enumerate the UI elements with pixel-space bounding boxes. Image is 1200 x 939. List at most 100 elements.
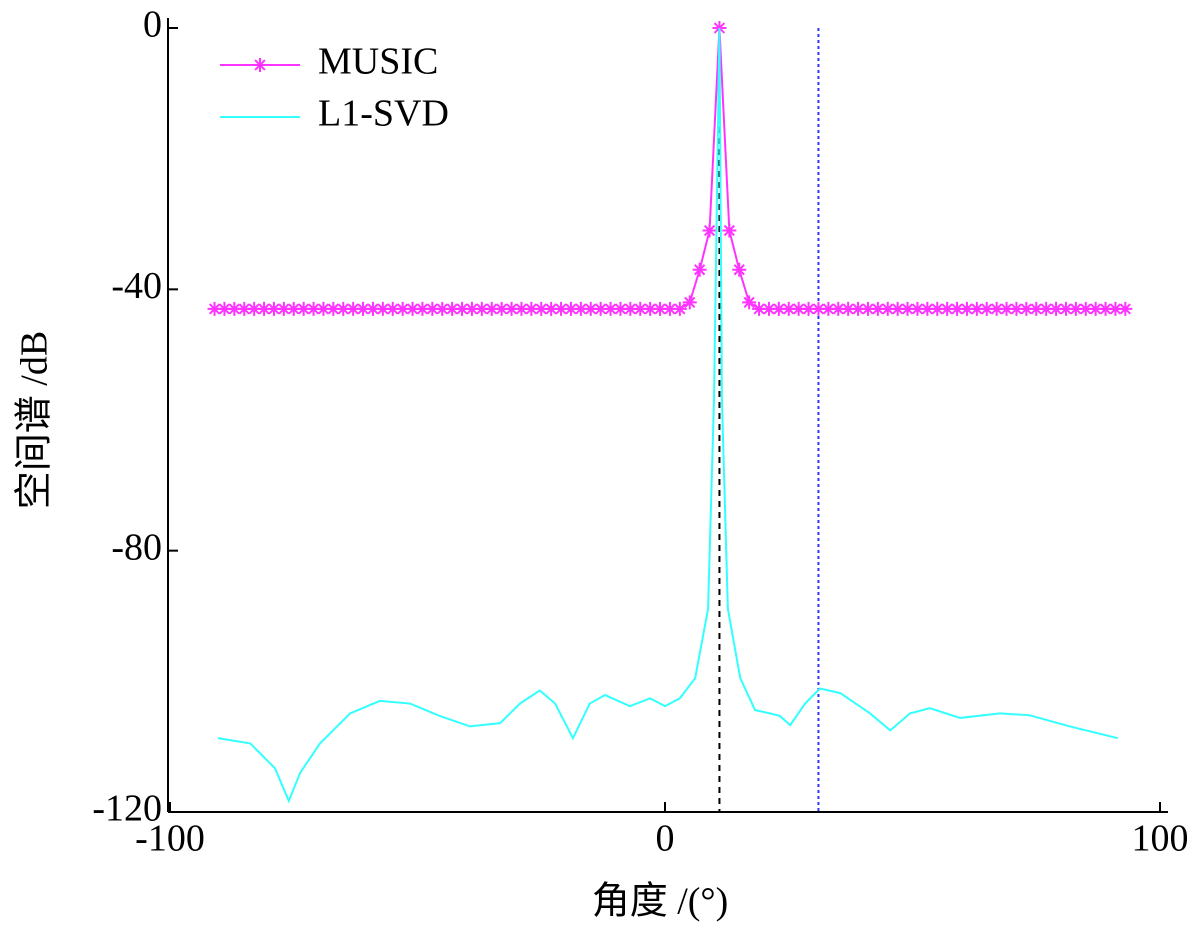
marker bbox=[920, 301, 935, 316]
marker bbox=[672, 301, 687, 316]
marker bbox=[405, 301, 420, 316]
legend-marker bbox=[253, 58, 267, 72]
x-tick-label: -100 bbox=[135, 818, 205, 860]
marker bbox=[455, 301, 470, 316]
marker bbox=[445, 301, 460, 316]
y-tick-label: -80 bbox=[111, 526, 162, 568]
marker bbox=[1049, 301, 1064, 316]
series-line bbox=[217, 27, 1119, 804]
marker bbox=[841, 301, 856, 316]
marker bbox=[969, 301, 984, 316]
marker bbox=[583, 301, 598, 316]
marker bbox=[1039, 301, 1054, 316]
marker bbox=[989, 301, 1004, 316]
marker bbox=[940, 301, 955, 316]
marker bbox=[950, 301, 965, 316]
marker bbox=[326, 301, 341, 316]
marker bbox=[1078, 301, 1093, 316]
marker bbox=[217, 301, 232, 316]
marker bbox=[474, 301, 489, 316]
marker bbox=[702, 223, 717, 238]
marker bbox=[336, 301, 351, 316]
y-tick-label: -40 bbox=[111, 265, 162, 307]
marker bbox=[880, 301, 895, 316]
marker bbox=[1108, 301, 1123, 316]
marker bbox=[316, 301, 331, 316]
marker bbox=[1019, 301, 1034, 316]
marker bbox=[544, 301, 559, 316]
marker bbox=[653, 301, 668, 316]
marker bbox=[633, 301, 648, 316]
marker bbox=[1118, 301, 1133, 316]
marker bbox=[534, 301, 549, 316]
x-axis-label: 角度 /(°) bbox=[592, 881, 729, 923]
marker bbox=[425, 301, 440, 316]
marker bbox=[266, 301, 281, 316]
x-tick-label: 0 bbox=[656, 818, 675, 860]
marker bbox=[692, 262, 707, 277]
marker bbox=[554, 301, 569, 316]
marker bbox=[257, 301, 272, 316]
marker bbox=[851, 301, 866, 316]
marker bbox=[237, 301, 252, 316]
marker bbox=[781, 301, 796, 316]
marker bbox=[811, 301, 826, 316]
marker bbox=[979, 301, 994, 316]
marker bbox=[623, 301, 638, 316]
marker bbox=[207, 301, 222, 316]
marker bbox=[524, 301, 539, 316]
marker bbox=[890, 301, 905, 316]
legend-label: MUSIC bbox=[318, 41, 438, 83]
marker bbox=[821, 301, 836, 316]
marker bbox=[959, 301, 974, 316]
legend-label: L1-SVD bbox=[318, 93, 449, 135]
marker bbox=[662, 301, 677, 316]
marker bbox=[722, 223, 737, 238]
marker bbox=[831, 301, 846, 316]
marker bbox=[593, 301, 608, 316]
marker bbox=[1088, 301, 1103, 316]
marker bbox=[603, 301, 618, 316]
marker bbox=[613, 301, 628, 316]
marker bbox=[930, 301, 945, 316]
marker bbox=[573, 301, 588, 316]
marker bbox=[494, 301, 509, 316]
marker bbox=[791, 301, 806, 316]
marker bbox=[1029, 301, 1044, 316]
marker bbox=[761, 301, 776, 316]
y-tick-label: -120 bbox=[92, 788, 162, 830]
marker bbox=[801, 301, 816, 316]
marker bbox=[563, 301, 578, 316]
marker bbox=[752, 301, 767, 316]
marker bbox=[365, 301, 380, 316]
marker bbox=[484, 301, 499, 316]
marker bbox=[356, 301, 371, 316]
marker bbox=[375, 301, 390, 316]
x-tick-label: 100 bbox=[1132, 818, 1189, 860]
marker bbox=[276, 301, 291, 316]
y-axis-label: 空间谱 /dB bbox=[14, 331, 56, 509]
marker bbox=[227, 301, 242, 316]
marker bbox=[514, 301, 529, 316]
marker bbox=[742, 295, 757, 310]
marker bbox=[1068, 301, 1083, 316]
marker bbox=[415, 301, 430, 316]
marker bbox=[870, 301, 885, 316]
marker bbox=[1058, 301, 1073, 316]
marker bbox=[247, 301, 262, 316]
marker bbox=[910, 301, 925, 316]
marker bbox=[346, 301, 361, 316]
marker bbox=[286, 301, 301, 316]
marker bbox=[643, 301, 658, 316]
marker bbox=[999, 301, 1014, 316]
marker bbox=[860, 301, 875, 316]
marker bbox=[900, 301, 915, 316]
marker bbox=[395, 301, 410, 316]
marker bbox=[771, 301, 786, 316]
marker bbox=[464, 301, 479, 316]
marker bbox=[1009, 301, 1024, 316]
marker bbox=[435, 301, 450, 316]
marker bbox=[732, 262, 747, 277]
marker bbox=[385, 301, 400, 316]
